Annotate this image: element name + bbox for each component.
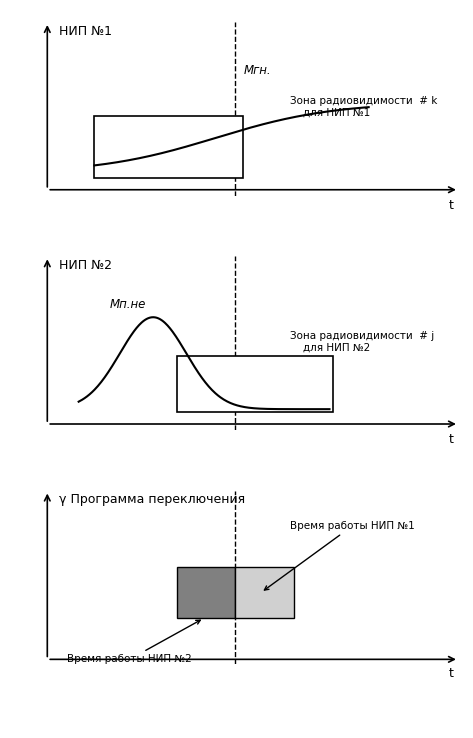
Text: t: t xyxy=(448,433,454,446)
Text: Время работы НИП №1: Время работы НИП №1 xyxy=(264,521,415,590)
Text: t: t xyxy=(448,666,454,680)
Text: t: t xyxy=(448,199,454,212)
Bar xyxy=(94,116,243,178)
Text: γ Программа переключения: γ Программа переключения xyxy=(59,493,245,506)
Text: НИП №1: НИП №1 xyxy=(59,25,112,38)
Bar xyxy=(236,567,294,618)
Text: Мп.не: Мп.не xyxy=(110,298,146,311)
Text: Время работы НИП №2: Время работы НИП №2 xyxy=(67,620,200,664)
Text: Мгн.: Мгн. xyxy=(243,64,271,77)
Bar xyxy=(176,356,333,412)
Text: Зона радиовидимости  # k
    для НИП №1: Зона радиовидимости # k для НИП №1 xyxy=(290,96,438,118)
Text: Зона радиовидимости  # j
    для НИП №2: Зона радиовидимости # j для НИП №2 xyxy=(290,331,435,352)
Bar xyxy=(176,567,236,618)
Text: НИП №2: НИП №2 xyxy=(59,259,112,272)
